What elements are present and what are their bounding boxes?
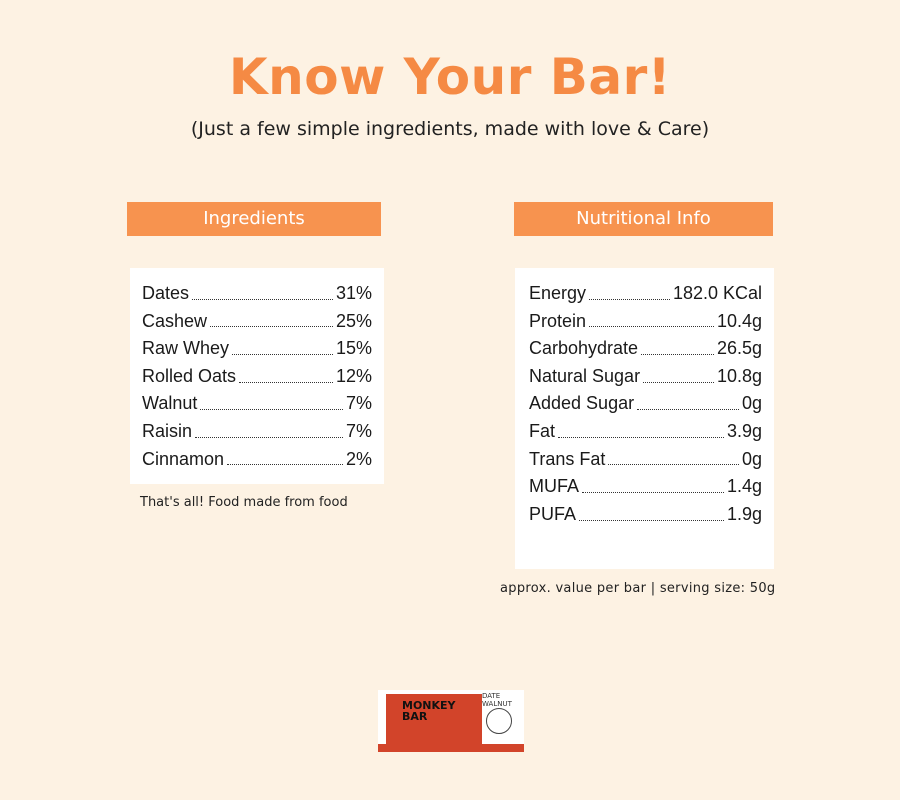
nutrition-row-name: Protein [529,310,587,331]
ingredients-footnote: That's all! Food made from food [140,495,348,510]
ingredients-card: Dates 31% Cashew 25% Raw Whey 15% Rolled Oats 1… [130,268,384,484]
nutrition-row-value: 182.0 KCal [672,283,762,303]
ingredient-row-value: 7% [345,393,372,414]
walnut-icon [486,708,512,734]
page-title: Know Your Bar! [228,48,672,106]
ingredient-row: Rolled Oats 12% [142,363,372,391]
ingredient-row-value: 15% [335,338,372,359]
dot-leader [641,353,714,355]
ingredient-row-value: 31% [335,283,372,303]
nutrition-row: Added Sugar 0g [529,390,762,418]
dot-leader [558,436,724,438]
ingredient-row-name: Cashew [142,310,208,331]
nutrition-row-value: 3.9g [726,420,762,441]
ingredient-row-value: 12% [335,365,372,386]
ingredient-row-name: Raw Whey [142,338,230,359]
nutrition-row: MUFA 1.4g [529,473,762,501]
dot-leader [582,491,724,493]
dot-leader [643,381,714,383]
nutrition-row-name: Carbohydrate [529,338,639,359]
nutrition-row-value: 1.4g [726,476,762,497]
nutrition-row-name: PUFA [529,503,577,524]
dot-leader [589,298,670,300]
nutrition-row-name: MUFA [529,476,580,497]
nutrition-row: Energy 182.0 KCal [529,280,762,308]
nutrition-row-name: Added Sugar [529,393,635,414]
ingredient-row: Raw Whey 15% [142,335,372,363]
nutrition-row-value: 10.8g [716,365,762,386]
dot-leader [637,408,739,411]
dot-leader [192,298,333,300]
ingredient-row: Cashew 25% [142,308,372,336]
dot-leader [195,436,343,438]
dot-leader [200,408,343,411]
product-brand-line1: MONKEY [402,699,456,712]
nutrition-card: Energy 182.0 KCal Protein 10.4g Carbohydrate… [515,268,774,569]
nutrition-footnote: approx. value per bar | serving size: 50… [500,581,776,596]
nutrition-row-value: 0g [741,448,762,469]
nutrition-header: Nutritional Info [514,202,773,236]
ingredient-row: Raisin 7% [142,418,372,446]
ingredient-row-name: Walnut [142,393,198,414]
dot-leader [227,463,343,466]
nutrition-row: Fat 3.9g [529,418,762,446]
ingredient-row-name: Raisin [142,420,193,441]
product-band [378,744,524,752]
dot-leader [210,325,333,328]
product-wrapper [386,694,482,744]
product-image: MONKEY BAR DATE WALNUT [378,690,524,752]
nutrition-row: Natural Sugar 10.8g [529,363,762,391]
nutrition-row-value: 10.4g [716,310,762,331]
ingredient-row: Cinnamon 2% [142,446,372,474]
dot-leader [579,519,724,521]
nutrition-row-value: 0g [741,393,762,414]
product-brand-line2: BAR [402,710,428,723]
ingredients-header: Ingredients [127,202,381,236]
dot-leader [232,353,333,355]
nutrition-row-value: 1.9g [726,503,762,524]
ingredient-row-value: 25% [335,310,372,331]
nutrition-row: PUFA 1.9g [529,501,762,529]
ingredient-row-value: 2% [345,448,372,469]
nutrition-row: Carbohydrate 26.5g [529,335,762,363]
ingredient-row-name: Dates [142,283,190,303]
ingredient-row-name: Rolled Oats [142,365,237,386]
nutrition-row-value: 26.5g [716,338,762,359]
dot-leader [608,463,739,466]
ingredient-row: Walnut 7% [142,390,372,418]
dot-leader [239,381,333,383]
dot-leader [589,325,714,328]
ingredient-row-value: 7% [345,420,372,441]
ingredient-row-name: Cinnamon [142,448,225,469]
page-subtitle: (Just a few simple ingredients, made wit… [190,118,710,140]
nutrition-row: Trans Fat 0g [529,446,762,474]
nutrition-row: Protein 10.4g [529,308,762,336]
product-flavor: DATE WALNUT [482,692,512,708]
ingredient-row: Dates 31% [142,280,372,308]
nutrition-row-name: Fat [529,420,556,441]
nutrition-row-name: Energy [529,283,587,303]
product-logo: MONKEY BAR [402,700,456,722]
nutrition-row-name: Natural Sugar [529,365,641,386]
nutrition-row-name: Trans Fat [529,448,606,469]
